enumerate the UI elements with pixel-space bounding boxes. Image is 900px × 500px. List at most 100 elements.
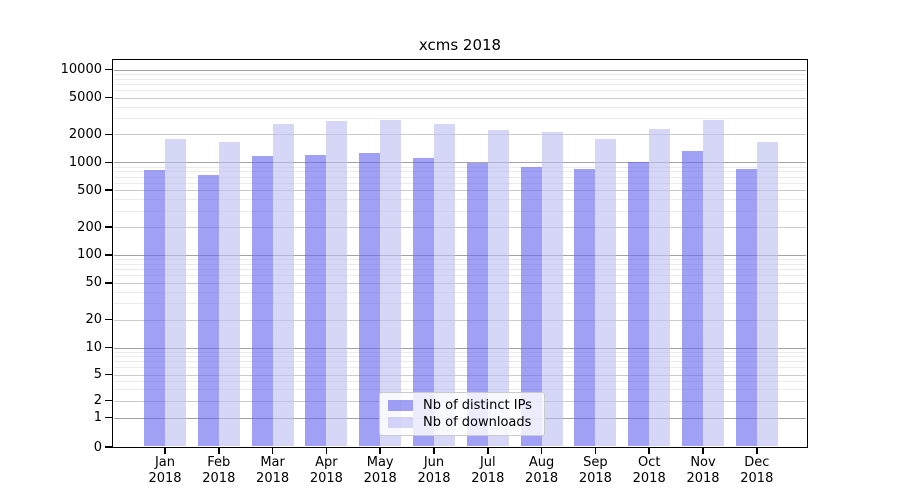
gridline-minor	[114, 106, 806, 108]
legend-swatch-distinct-ips	[388, 399, 413, 411]
gridline-minor	[114, 166, 806, 168]
y-tick-label: 200	[77, 219, 102, 235]
y-tick-mark	[105, 133, 113, 136]
bar-oct-downloads	[649, 128, 671, 447]
gridline-major	[114, 319, 806, 321]
y-tick-mark	[105, 68, 113, 71]
y-tick-mark	[105, 416, 113, 419]
gridline-minor	[114, 388, 806, 390]
x-tick-label: Dec 2018	[740, 455, 774, 486]
x-tick-mark	[164, 448, 166, 454]
legend-row-downloads: Nb of downloads	[388, 415, 536, 430]
y-tick-label: 500	[77, 182, 102, 198]
x-tick-label: Jan 2018	[148, 455, 182, 486]
y-tick-label: 10000	[60, 62, 102, 78]
y-tick-mark	[105, 281, 113, 284]
y-tick-mark	[105, 346, 113, 349]
x-tick-mark	[271, 448, 274, 454]
y-tick-label: 50	[85, 275, 102, 291]
y-tick-mark	[105, 254, 113, 256]
bar-apr-distinct-ips	[305, 155, 327, 447]
gridline-major	[114, 97, 806, 99]
x-tick-label: Mar 2018	[256, 455, 290, 486]
y-tick-label: 2	[93, 393, 102, 408]
gridline-minor	[114, 351, 806, 353]
chart-title: xcms 2018	[418, 36, 502, 54]
gridline-major	[114, 254, 806, 256]
y-tick-mark	[105, 96, 113, 99]
x-tick-label: Nov 2018	[686, 455, 720, 486]
gridline-minor	[114, 263, 806, 265]
x-tick-mark	[379, 448, 381, 454]
bar-jan-downloads	[165, 139, 186, 447]
gridline-minor	[114, 275, 806, 277]
y-tick-mark	[105, 189, 113, 191]
bar-sep-distinct-ips	[574, 169, 596, 447]
x-tick-mark	[487, 448, 489, 454]
bar-jun-downloads	[434, 124, 455, 447]
gridline-minor	[114, 90, 806, 92]
x-tick-mark	[218, 448, 220, 454]
x-tick-label: Feb 2018	[202, 455, 236, 486]
gridline-minor	[114, 171, 806, 173]
gridline-major	[114, 134, 806, 136]
bar-jan-distinct-ips	[144, 169, 165, 447]
y-tick-label: 5	[93, 367, 102, 382]
legend-swatch-downloads	[388, 417, 413, 429]
y-tick-label: 10	[85, 340, 102, 355]
bar-jun-distinct-ips	[413, 158, 434, 447]
gridline-minor	[114, 199, 806, 201]
x-tick-label: May 2018	[363, 455, 397, 486]
x-tick-label: Jun 2018	[417, 455, 451, 486]
bar-may-distinct-ips	[359, 152, 381, 447]
y-tick-mark	[105, 161, 113, 164]
bar-feb-downloads	[218, 141, 240, 447]
y-tick-label: 0	[93, 439, 102, 455]
gridline-minor	[114, 176, 806, 178]
x-tick-mark	[325, 448, 328, 454]
gridline-minor	[114, 269, 806, 271]
y-tick-label: 100	[77, 247, 102, 263]
gridline-major	[114, 69, 806, 71]
bar-aug-downloads	[541, 132, 563, 447]
x-tick-mark	[540, 448, 543, 454]
bar-oct-distinct-ips	[628, 161, 650, 447]
y-tick-label: 20	[85, 312, 102, 328]
gridline-major	[114, 227, 806, 229]
legend-row-distinct-ips: Nb of distinct IPs	[388, 398, 536, 413]
y-tick-mark	[105, 226, 113, 228]
gridline-minor	[114, 210, 806, 212]
legend-label-distinct-ips: Nb of distinct IPs	[423, 397, 532, 413]
x-tick-label: Aug 2018	[525, 455, 559, 486]
x-tick-mark	[594, 448, 597, 454]
x-tick-label: Apr 2018	[309, 455, 343, 486]
y-tick-label: 1000	[68, 154, 102, 170]
bar-jul-downloads	[487, 130, 509, 447]
gridline-major	[114, 162, 806, 164]
bar-may-downloads	[380, 119, 402, 447]
gridline-minor	[114, 118, 806, 120]
y-tick-mark	[105, 318, 113, 321]
legend: Nb of distinct IPs Nb of downloads	[379, 392, 545, 436]
gridline-major	[114, 374, 806, 376]
gridline-major	[114, 190, 806, 192]
bar-mar-downloads	[272, 123, 294, 447]
gridline-minor	[114, 73, 806, 75]
gridline-minor	[114, 78, 806, 80]
bar-jul-distinct-ips	[466, 162, 488, 447]
gridline-minor	[114, 182, 806, 184]
gridline-minor	[114, 361, 806, 363]
y-tick-label: 2000	[68, 126, 102, 142]
bar-dec-distinct-ips	[735, 168, 757, 447]
bar-feb-distinct-ips	[197, 174, 219, 447]
bar-mar-distinct-ips	[251, 155, 273, 447]
gridline-minor	[114, 84, 806, 86]
x-tick-mark	[756, 448, 758, 454]
bar-nov-downloads	[703, 119, 724, 447]
bar-nov-distinct-ips	[682, 151, 703, 447]
y-tick-mark	[105, 446, 113, 448]
x-tick-label: Sep 2018	[578, 455, 612, 486]
x-tick-label: Jul 2018	[471, 455, 505, 486]
y-tick-mark	[105, 399, 113, 402]
